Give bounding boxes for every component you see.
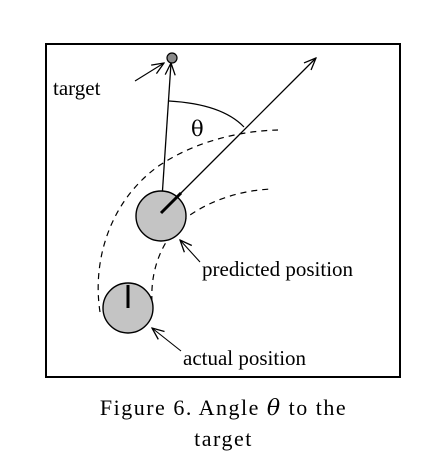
heading-direction-arrow (160, 58, 316, 214)
caption-theta-symbol: θ (266, 396, 282, 421)
caption-line-2: target (194, 426, 253, 451)
predicted-leader-arrow (180, 240, 201, 263)
caption-text-end: to the (281, 395, 348, 420)
figure-frame (45, 43, 401, 378)
theta-label: θ (191, 117, 204, 141)
target-label: target (53, 76, 101, 100)
predicted-position-label: predicted position (202, 257, 354, 281)
actual-leader-arrow (152, 328, 182, 352)
caption-line-1: Figure 6. Angle θ to the (0, 393, 447, 424)
caption-text-start: Figure 6. Angle (99, 395, 267, 420)
target-point (166, 52, 178, 64)
target-direction-arrow (160, 63, 171, 214)
path-inner-dashed-curve (151, 188, 273, 303)
actual-position-label: actual position (183, 346, 307, 370)
theta-arc (168, 100, 245, 128)
predicted-heading-tick (159, 191, 183, 215)
target-leader-arrow (134, 63, 164, 82)
predicted-position-robot (135, 190, 187, 242)
figure-caption: Figure 6. Angle θ to the target (0, 393, 447, 454)
path-outer-dashed-curve (97, 129, 279, 313)
